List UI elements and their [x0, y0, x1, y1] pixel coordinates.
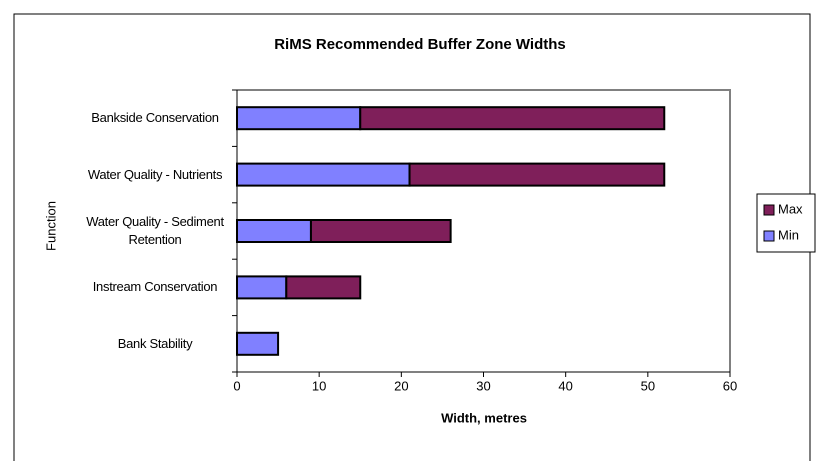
x-tick-label: 30: [476, 378, 490, 393]
y-tick-label: Bankside Conservation: [91, 110, 219, 126]
y-tick-label: Water Quality - Sediment Retention: [86, 214, 224, 247]
y-tick-label: Instream Conservation: [92, 279, 218, 295]
x-tick-label: 50: [641, 378, 655, 393]
y-tick-label: Bank Stability: [117, 335, 193, 351]
bar-segment: [236, 275, 288, 300]
y-axis-title: Function: [43, 201, 58, 251]
legend-label: Max: [778, 201, 803, 216]
plot-border: [237, 89, 731, 372]
bar-segment: [236, 106, 362, 131]
x-tick-label: 10: [312, 378, 326, 393]
legend-label: Min: [778, 227, 799, 242]
x-tick-label: 0: [233, 378, 240, 393]
legend-swatch: [763, 204, 775, 216]
bar-segment: [285, 275, 362, 300]
legend-box: [756, 193, 816, 253]
bar-segment: [408, 162, 666, 187]
x-tick-label: 60: [723, 378, 737, 393]
y-tick-label: Water Quality - Nutrients: [87, 166, 223, 182]
bar-segment: [359, 106, 666, 131]
bar-segment: [236, 331, 280, 356]
x-tick-label: 40: [558, 378, 572, 393]
x-axis-title: Width, metres: [441, 410, 527, 425]
bar-segment: [236, 162, 411, 187]
x-tick-label: 20: [394, 378, 408, 393]
chart-title: RiMS Recommended Buffer Zone Widths: [274, 36, 566, 53]
legend-swatch: [763, 230, 775, 242]
bar-segment: [309, 219, 452, 243]
bar-segment: [236, 219, 312, 243]
